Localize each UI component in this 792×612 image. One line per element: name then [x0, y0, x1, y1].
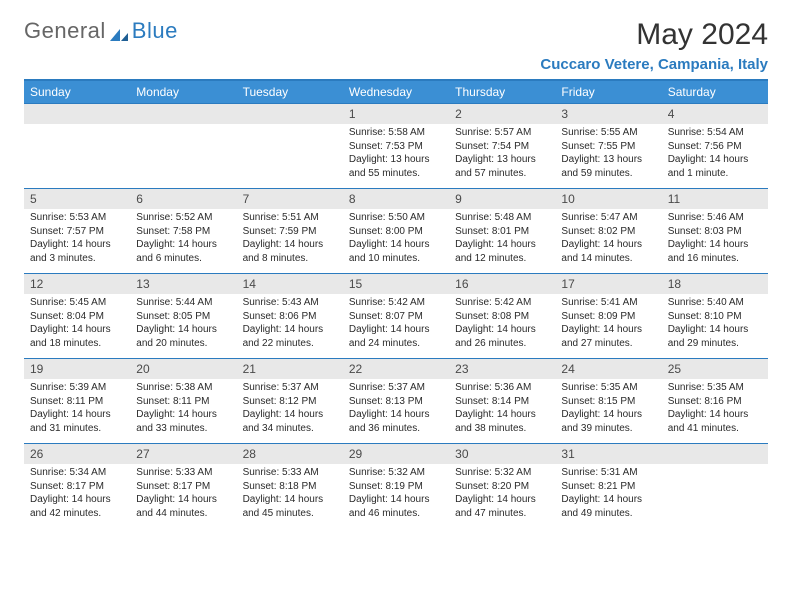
dow-header-cell: Tuesday	[237, 81, 343, 103]
date-number-cell: 31	[555, 444, 661, 464]
date-info-cell: Sunrise: 5:37 AMSunset: 8:13 PMDaylight:…	[343, 379, 449, 443]
date-number-cell: 4	[662, 104, 768, 124]
date-number-cell: 22	[343, 359, 449, 379]
date-info-row: Sunrise: 5:53 AMSunset: 7:57 PMDaylight:…	[24, 209, 768, 273]
dow-header-cell: Saturday	[662, 81, 768, 103]
date-number-cell: 3	[555, 104, 661, 124]
date-info-cell: Sunrise: 5:52 AMSunset: 7:58 PMDaylight:…	[130, 209, 236, 273]
date-info-cell: Sunrise: 5:39 AMSunset: 8:11 PMDaylight:…	[24, 379, 130, 443]
date-info-cell: Sunrise: 5:42 AMSunset: 8:08 PMDaylight:…	[449, 294, 555, 358]
date-info-cell: Sunrise: 5:50 AMSunset: 8:00 PMDaylight:…	[343, 209, 449, 273]
date-info-cell: Sunrise: 5:32 AMSunset: 8:20 PMDaylight:…	[449, 464, 555, 528]
date-info-cell: Sunrise: 5:32 AMSunset: 8:19 PMDaylight:…	[343, 464, 449, 528]
date-number-cell: 20	[130, 359, 236, 379]
date-info-cell: Sunrise: 5:41 AMSunset: 8:09 PMDaylight:…	[555, 294, 661, 358]
date-info-row: Sunrise: 5:45 AMSunset: 8:04 PMDaylight:…	[24, 294, 768, 358]
date-info-cell: Sunrise: 5:44 AMSunset: 8:05 PMDaylight:…	[130, 294, 236, 358]
date-number-cell	[24, 104, 130, 124]
date-info-row: Sunrise: 5:58 AMSunset: 7:53 PMDaylight:…	[24, 124, 768, 188]
date-info-cell	[662, 464, 768, 528]
date-number-cell: 9	[449, 189, 555, 209]
date-info-cell: Sunrise: 5:35 AMSunset: 8:15 PMDaylight:…	[555, 379, 661, 443]
date-info-cell: Sunrise: 5:34 AMSunset: 8:17 PMDaylight:…	[24, 464, 130, 528]
date-number-cell	[662, 444, 768, 464]
page-title: May 2024	[540, 18, 768, 52]
date-number-row: 567891011	[24, 188, 768, 209]
date-number-cell: 23	[449, 359, 555, 379]
date-number-cell: 10	[555, 189, 661, 209]
date-info-cell: Sunrise: 5:37 AMSunset: 8:12 PMDaylight:…	[237, 379, 343, 443]
date-info-cell: Sunrise: 5:40 AMSunset: 8:10 PMDaylight:…	[662, 294, 768, 358]
date-number-cell: 24	[555, 359, 661, 379]
brand-part2: Blue	[132, 18, 178, 44]
dow-header-cell: Friday	[555, 81, 661, 103]
date-info-row: Sunrise: 5:34 AMSunset: 8:17 PMDaylight:…	[24, 464, 768, 528]
date-number-row: 1234	[24, 103, 768, 124]
dow-header-cell: Wednesday	[343, 81, 449, 103]
date-info-cell: Sunrise: 5:53 AMSunset: 7:57 PMDaylight:…	[24, 209, 130, 273]
date-number-cell: 27	[130, 444, 236, 464]
date-number-cell: 17	[555, 274, 661, 294]
date-info-cell: Sunrise: 5:45 AMSunset: 8:04 PMDaylight:…	[24, 294, 130, 358]
date-number-cell: 15	[343, 274, 449, 294]
date-number-cell: 29	[343, 444, 449, 464]
dow-header-row: SundayMondayTuesdayWednesdayThursdayFrid…	[24, 81, 768, 103]
date-number-cell: 16	[449, 274, 555, 294]
date-info-cell	[130, 124, 236, 188]
date-number-cell: 28	[237, 444, 343, 464]
date-info-cell: Sunrise: 5:55 AMSunset: 7:55 PMDaylight:…	[555, 124, 661, 188]
date-number-row: 262728293031	[24, 443, 768, 464]
date-number-cell: 7	[237, 189, 343, 209]
brand-logo: General Blue	[24, 18, 178, 44]
date-info-cell: Sunrise: 5:54 AMSunset: 7:56 PMDaylight:…	[662, 124, 768, 188]
date-number-cell: 13	[130, 274, 236, 294]
date-info-cell: Sunrise: 5:33 AMSunset: 8:17 PMDaylight:…	[130, 464, 236, 528]
date-number-cell: 14	[237, 274, 343, 294]
date-info-cell: Sunrise: 5:57 AMSunset: 7:54 PMDaylight:…	[449, 124, 555, 188]
date-info-cell: Sunrise: 5:42 AMSunset: 8:07 PMDaylight:…	[343, 294, 449, 358]
date-number-cell: 2	[449, 104, 555, 124]
dow-header-cell: Monday	[130, 81, 236, 103]
date-number-cell: 19	[24, 359, 130, 379]
date-info-cell: Sunrise: 5:46 AMSunset: 8:03 PMDaylight:…	[662, 209, 768, 273]
date-info-cell: Sunrise: 5:47 AMSunset: 8:02 PMDaylight:…	[555, 209, 661, 273]
date-number-cell: 5	[24, 189, 130, 209]
date-info-cell: Sunrise: 5:31 AMSunset: 8:21 PMDaylight:…	[555, 464, 661, 528]
date-number-row: 12131415161718	[24, 273, 768, 294]
date-info-cell: Sunrise: 5:43 AMSunset: 8:06 PMDaylight:…	[237, 294, 343, 358]
date-info-cell: Sunrise: 5:48 AMSunset: 8:01 PMDaylight:…	[449, 209, 555, 273]
date-info-cell: Sunrise: 5:36 AMSunset: 8:14 PMDaylight:…	[449, 379, 555, 443]
date-info-cell: Sunrise: 5:38 AMSunset: 8:11 PMDaylight:…	[130, 379, 236, 443]
header: General Blue May 2024 Cuccaro Vetere, Cam…	[24, 18, 768, 73]
date-info-cell	[24, 124, 130, 188]
date-number-cell: 30	[449, 444, 555, 464]
dow-header-cell: Sunday	[24, 81, 130, 103]
date-number-cell: 6	[130, 189, 236, 209]
date-number-cell: 25	[662, 359, 768, 379]
date-number-cell: 18	[662, 274, 768, 294]
title-block: May 2024 Cuccaro Vetere, Campania, Italy	[540, 18, 768, 73]
date-number-cell	[130, 104, 236, 124]
dow-header-cell: Thursday	[449, 81, 555, 103]
sail-icon	[108, 23, 130, 39]
date-number-cell: 1	[343, 104, 449, 124]
date-number-cell	[237, 104, 343, 124]
date-info-cell: Sunrise: 5:35 AMSunset: 8:16 PMDaylight:…	[662, 379, 768, 443]
date-info-cell: Sunrise: 5:58 AMSunset: 7:53 PMDaylight:…	[343, 124, 449, 188]
brand-part1: General	[24, 18, 106, 44]
date-number-cell: 26	[24, 444, 130, 464]
date-number-cell: 12	[24, 274, 130, 294]
date-number-cell: 8	[343, 189, 449, 209]
date-info-row: Sunrise: 5:39 AMSunset: 8:11 PMDaylight:…	[24, 379, 768, 443]
location-label: Cuccaro Vetere, Campania, Italy	[540, 56, 768, 73]
date-number-row: 19202122232425	[24, 358, 768, 379]
date-info-cell: Sunrise: 5:51 AMSunset: 7:59 PMDaylight:…	[237, 209, 343, 273]
calendar: SundayMondayTuesdayWednesdayThursdayFrid…	[24, 79, 768, 528]
date-info-cell: Sunrise: 5:33 AMSunset: 8:18 PMDaylight:…	[237, 464, 343, 528]
date-number-cell: 21	[237, 359, 343, 379]
date-info-cell	[237, 124, 343, 188]
date-number-cell: 11	[662, 189, 768, 209]
